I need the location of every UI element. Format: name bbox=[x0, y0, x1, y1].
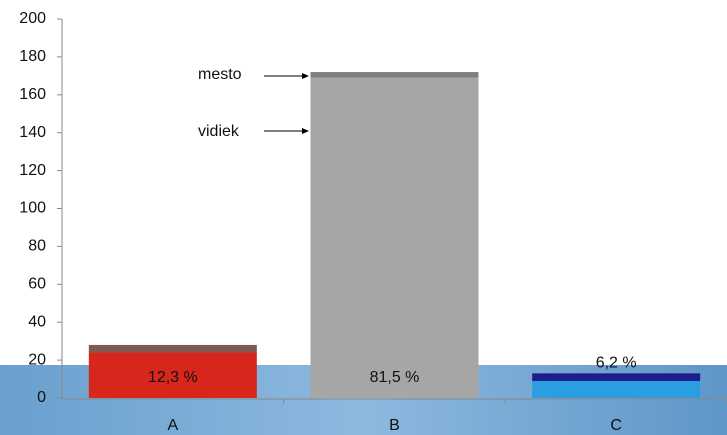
bar-label: 12,3 % bbox=[148, 369, 198, 386]
bar-segment bbox=[310, 72, 479, 78]
bar-segment bbox=[88, 344, 257, 353]
y-tick-label: 180 bbox=[19, 48, 46, 65]
arrow-head bbox=[302, 73, 309, 79]
y-tick-label: 160 bbox=[19, 86, 46, 103]
y-tick-label: 140 bbox=[19, 124, 46, 141]
arrow-head bbox=[302, 128, 309, 134]
y-tick-label: 60 bbox=[28, 276, 46, 293]
y-tick-label: 120 bbox=[19, 162, 46, 179]
bar-label: 6,2 % bbox=[596, 355, 637, 372]
annotation-vidiek: vidiek bbox=[198, 123, 240, 140]
plot bbox=[88, 72, 701, 399]
y-tick-label: 0 bbox=[37, 389, 46, 406]
x-tick-label: C bbox=[610, 417, 622, 434]
bar-segment bbox=[310, 77, 479, 399]
annotation-mesto: mesto bbox=[198, 66, 242, 83]
bar-segment bbox=[88, 352, 257, 398]
x-tick-label: B bbox=[389, 417, 400, 434]
y-tick-label: 80 bbox=[28, 238, 46, 255]
y-tick-label: 200 bbox=[19, 10, 46, 27]
x-tick-label: A bbox=[167, 417, 178, 434]
bar-segment bbox=[532, 373, 701, 381]
bar-label: 81,5 % bbox=[370, 369, 420, 386]
y-tick-label: 100 bbox=[19, 200, 46, 217]
bar-segment bbox=[532, 380, 701, 398]
y-tick-label: 20 bbox=[28, 351, 46, 368]
y-tick-label: 40 bbox=[28, 313, 46, 330]
